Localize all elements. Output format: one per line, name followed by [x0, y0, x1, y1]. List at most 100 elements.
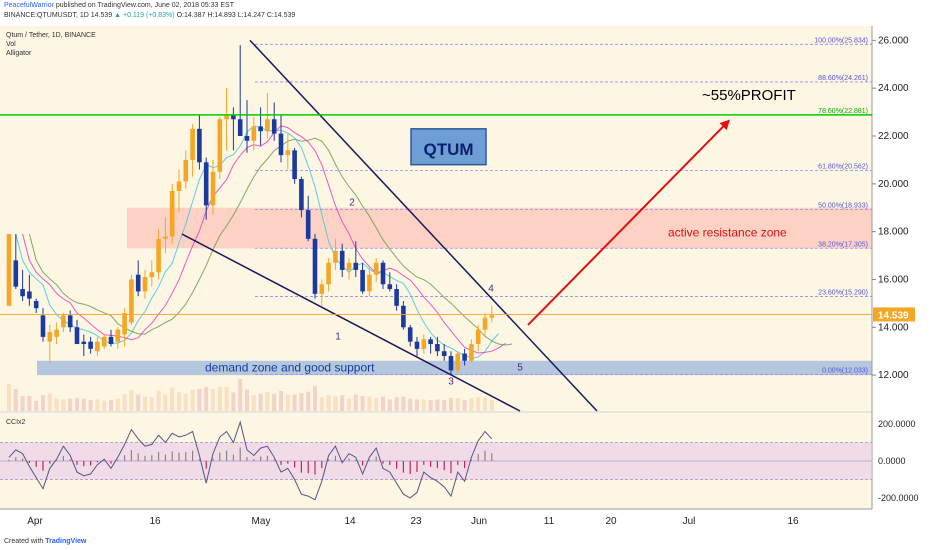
cci-legend: CCIx2 [6, 419, 26, 426]
candle-body [367, 274, 372, 292]
candle-body [394, 289, 399, 306]
volume-bar [217, 386, 222, 411]
volume-bar [415, 399, 419, 411]
qtum-box [410, 128, 487, 166]
candle-body [421, 339, 427, 349]
time-axis-label: 14 [344, 516, 356, 527]
legend-item-vol: Vol [6, 41, 16, 48]
price-axis-label: 12.000 [878, 370, 909, 381]
candle-body [462, 353, 467, 361]
volume-bar [483, 398, 487, 411]
time-axis-label: 20 [605, 516, 617, 527]
candle-body [231, 114, 236, 120]
candle-body [67, 315, 73, 328]
candle-body [360, 269, 365, 292]
volume-bar [156, 390, 161, 411]
candle-body [448, 356, 454, 371]
price-axis-label: 16.000 [878, 274, 909, 285]
candle-body [455, 353, 461, 371]
time-axis-label: Apr [27, 516, 43, 527]
time-axis-label: 16 [787, 516, 799, 527]
volume-bar [387, 399, 392, 411]
time-axis-label: 11 [544, 516, 555, 527]
volume-bar [374, 398, 379, 411]
candle-body [326, 262, 331, 285]
candle-body [135, 274, 141, 292]
volume-bar [360, 395, 365, 411]
volume-bar [7, 384, 11, 411]
candle-body [129, 279, 134, 323]
wave-label: 2 [349, 197, 355, 208]
legend-item-alligator: Alligator [6, 50, 32, 57]
volume-bar [435, 399, 440, 411]
alligator-teeth-line [22, 125, 506, 354]
volume-bar [251, 395, 256, 411]
current-price-label: 14.539 [878, 310, 909, 321]
volume-bar [442, 400, 447, 411]
candle-body [108, 336, 114, 345]
wave-label: 4 [488, 283, 494, 294]
author-link[interactable]: PeacefulWarrior [4, 2, 54, 9]
fib-label: 50.00%(18.933) [818, 202, 868, 209]
fib-label: 88.60%(24.261) [818, 75, 868, 82]
ohlc-text: O:14.387 H:14.893 L:14.247 C:14.539 [176, 12, 296, 19]
fib-label: 100.00%(25.834) [814, 37, 868, 44]
wave-label: 1 [335, 331, 341, 342]
publish-line: PeacefulWarrior published on TradingView… [4, 2, 234, 9]
candle-body [197, 128, 202, 163]
candle-body [101, 336, 107, 347]
volume-bar [149, 397, 154, 411]
candle-body [190, 128, 195, 160]
candle-body [176, 181, 182, 191]
candle-body [353, 262, 359, 270]
candle-body [27, 291, 32, 299]
fib-label: 0.00%(12.033) [822, 367, 868, 374]
published-text: published on TradingView.com, June 02, 2… [55, 2, 234, 9]
volume-bar [95, 399, 100, 411]
top-info-bar: PeacefulWarrior published on TradingView… [0, 0, 932, 26]
fib-label: 38.20%(17.305) [818, 241, 868, 248]
candle-body [122, 312, 127, 335]
resistance-zone [127, 207, 872, 249]
time-axis-label: 16 [149, 516, 161, 527]
candle-body [285, 150, 291, 156]
demand-zone [37, 360, 872, 376]
volume-bar [238, 379, 243, 411]
volume-bar [177, 392, 181, 411]
candle-body [13, 260, 19, 287]
volume-bar [401, 396, 406, 411]
fib-label: 61.80%(20.562) [818, 163, 868, 170]
volume-bar [489, 400, 494, 411]
candle-body [312, 238, 318, 294]
volume-bar [319, 397, 324, 411]
price-axis-label: 14.000 [878, 322, 909, 333]
candle-body [380, 262, 386, 285]
volume-bar [81, 398, 86, 411]
candle-body [183, 159, 189, 182]
candle-body [33, 301, 39, 309]
candle-body [401, 305, 406, 328]
volume-bar [476, 397, 481, 411]
candle-body [475, 329, 481, 345]
volume-bar [68, 398, 73, 411]
candle-body [428, 339, 433, 345]
tradingview-logo[interactable]: TradingView [45, 538, 87, 545]
projection-arrow [527, 119, 731, 326]
candle-body [61, 315, 66, 328]
price-axis-label: 26.000 [878, 35, 909, 46]
candle-body [156, 238, 161, 273]
price-chart[interactable]: 100.00%(25.834) 88.60%(24.261) 78.60%(22.8… [0, 26, 932, 536]
candle-body [237, 119, 243, 136]
volume-bar [285, 394, 290, 411]
wave-label: 3 [448, 377, 454, 388]
volume-bar [299, 393, 304, 411]
candle-body [373, 262, 379, 275]
candle-body [387, 284, 393, 290]
volume-bar [204, 386, 209, 411]
cci-axis-label: 0.0000 [878, 456, 906, 466]
current-price-badge [873, 307, 915, 322]
volume-bar [394, 397, 399, 411]
candle-body [414, 341, 420, 349]
volume-bar [136, 394, 141, 411]
candle-body [6, 234, 12, 306]
